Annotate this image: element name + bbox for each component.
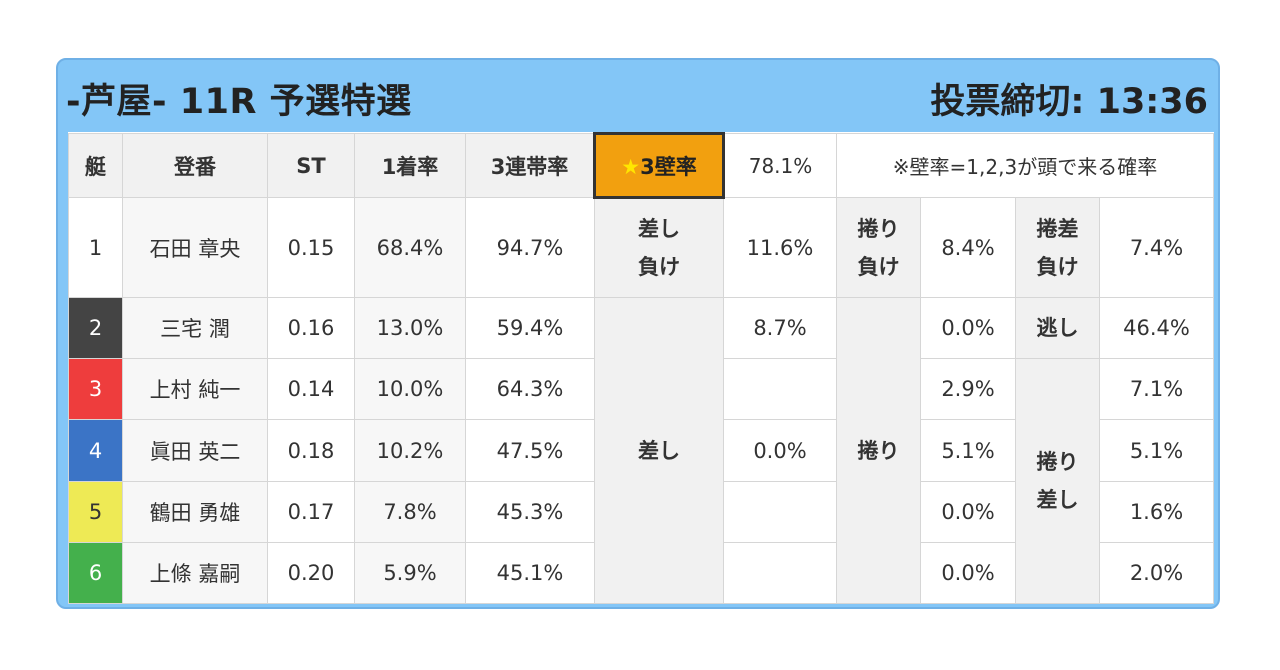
racer-st: 0.15 bbox=[267, 197, 355, 298]
table-row: 4 眞田 英二 0.18 10.2% 47.5% 0.0% 5.1% 5.1% bbox=[68, 419, 1214, 482]
makusashi-value: 7.1% bbox=[1099, 358, 1214, 420]
racer-top3: 47.5% bbox=[465, 419, 595, 482]
wall-rate-label: 3壁率 bbox=[640, 154, 697, 179]
lane-number: 6 bbox=[68, 542, 123, 604]
racer-win1: 5.9% bbox=[354, 542, 466, 604]
wall-rate-highlight: ★3壁率 bbox=[593, 132, 725, 199]
makuri-make-label: 捲り 負け bbox=[836, 197, 921, 298]
col-reg: 登番 bbox=[122, 133, 268, 198]
lane-number: 4 bbox=[68, 419, 123, 482]
makusashi-make-value: 7.4% bbox=[1099, 197, 1214, 298]
makusashi-value: 2.0% bbox=[1099, 542, 1214, 604]
racer-st: 0.14 bbox=[267, 358, 355, 420]
racer-win1: 10.0% bbox=[354, 358, 466, 420]
table-row: 3 上村 純一 0.14 10.0% 64.3% 2.9% 捲り 差し 7.1% bbox=[68, 358, 1214, 604]
racer-top3: 45.3% bbox=[465, 481, 595, 543]
racer-top3: 45.1% bbox=[465, 542, 595, 604]
sashi-value bbox=[723, 542, 837, 604]
bet-deadline: 投票締切: 13:36 bbox=[930, 82, 1208, 122]
col-win1: 1着率 bbox=[354, 133, 466, 198]
table-row: 2 三宅 潤 0.16 13.0% 59.4% 差し 8.7% 捲り 0.0% … bbox=[68, 297, 1214, 604]
racer-top3: 94.7% bbox=[465, 197, 595, 298]
racer-name: 石田 章央 bbox=[122, 197, 268, 298]
racer-win1: 68.4% bbox=[354, 197, 466, 298]
racer-win1: 13.0% bbox=[354, 297, 466, 359]
sashi-make-label: 差し 負け bbox=[594, 197, 724, 298]
racer-name: 上村 純一 bbox=[122, 358, 268, 420]
racer-st: 0.20 bbox=[267, 542, 355, 604]
racer-st: 0.16 bbox=[267, 297, 355, 359]
racer-top3: 64.3% bbox=[465, 358, 595, 420]
col-top3: 3連帯率 bbox=[465, 133, 595, 198]
lane-number: 5 bbox=[68, 481, 123, 543]
makuri-value: 5.1% bbox=[920, 419, 1016, 482]
wall-rate-value: 78.1% bbox=[723, 133, 837, 198]
race-card: -芦屋- 11R 予選特選 投票締切: 13:36 艇 登番 ST 1着率 3連… bbox=[56, 58, 1220, 609]
makusashi-label: 捲り 差し bbox=[1015, 358, 1100, 604]
nige-label: 逃し bbox=[1015, 297, 1100, 359]
makuri-make-value: 8.4% bbox=[920, 197, 1016, 298]
wall-rate-note: ※壁率=1,2,3が頭で来る確率 bbox=[836, 133, 1214, 198]
racer-name: 三宅 潤 bbox=[122, 297, 268, 359]
makusashi-value: 1.6% bbox=[1099, 481, 1214, 543]
racer-win1: 10.2% bbox=[354, 419, 466, 482]
stats-table: 艇 登番 ST 1着率 3連帯率 ★3壁率 78.1% ※壁率=1,2,3が頭で… bbox=[68, 132, 1214, 604]
racer-st: 0.17 bbox=[267, 481, 355, 543]
makuri-value: 2.9% bbox=[920, 358, 1016, 420]
lane-number: 1 bbox=[68, 197, 123, 298]
sashi-make-value: 11.6% bbox=[723, 197, 837, 298]
table-row: 1 石田 章央 0.15 68.4% 94.7% 差し 負け 11.6% 捲り 負け… bbox=[68, 197, 1214, 298]
race-title: -芦屋- 11R 予選特選 bbox=[66, 82, 412, 122]
makusashi-value: 5.1% bbox=[1099, 419, 1214, 482]
nige-value: 46.4% bbox=[1099, 297, 1214, 359]
sashi-value: 8.7% bbox=[723, 297, 837, 359]
racer-name: 眞田 英二 bbox=[122, 419, 268, 482]
star-icon: ★ bbox=[621, 154, 641, 179]
table-row: 5 鶴田 勇雄 0.17 7.8% 45.3% 0.0% 1.6% bbox=[68, 481, 1214, 543]
racer-name: 鶴田 勇雄 bbox=[122, 481, 268, 543]
table-row: 6 上條 嘉嗣 0.20 5.9% 45.1% 0.0% 2.0% bbox=[68, 542, 1214, 604]
lane-number: 2 bbox=[68, 297, 123, 359]
racer-win1: 7.8% bbox=[354, 481, 466, 543]
col-lane: 艇 bbox=[68, 133, 123, 198]
makusashi-make-label: 捲差 負け bbox=[1015, 197, 1100, 298]
sashi-value bbox=[723, 481, 837, 543]
makuri-label: 捲り bbox=[836, 297, 921, 604]
sashi-value bbox=[723, 358, 837, 420]
makuri-value: 0.0% bbox=[920, 542, 1016, 604]
makuri-value: 0.0% bbox=[920, 297, 1016, 359]
header-row: 艇 登番 ST 1着率 3連帯率 ★3壁率 78.1% ※壁率=1,2,3が頭で… bbox=[68, 132, 1214, 199]
sashi-value: 0.0% bbox=[723, 419, 837, 482]
makuri-value: 0.0% bbox=[920, 481, 1016, 543]
lane-number: 3 bbox=[68, 358, 123, 420]
racer-top3: 59.4% bbox=[465, 297, 595, 359]
sashi-label: 差し bbox=[594, 297, 724, 604]
racer-st: 0.18 bbox=[267, 419, 355, 482]
col-st: ST bbox=[267, 133, 355, 198]
racer-name: 上條 嘉嗣 bbox=[122, 542, 268, 604]
